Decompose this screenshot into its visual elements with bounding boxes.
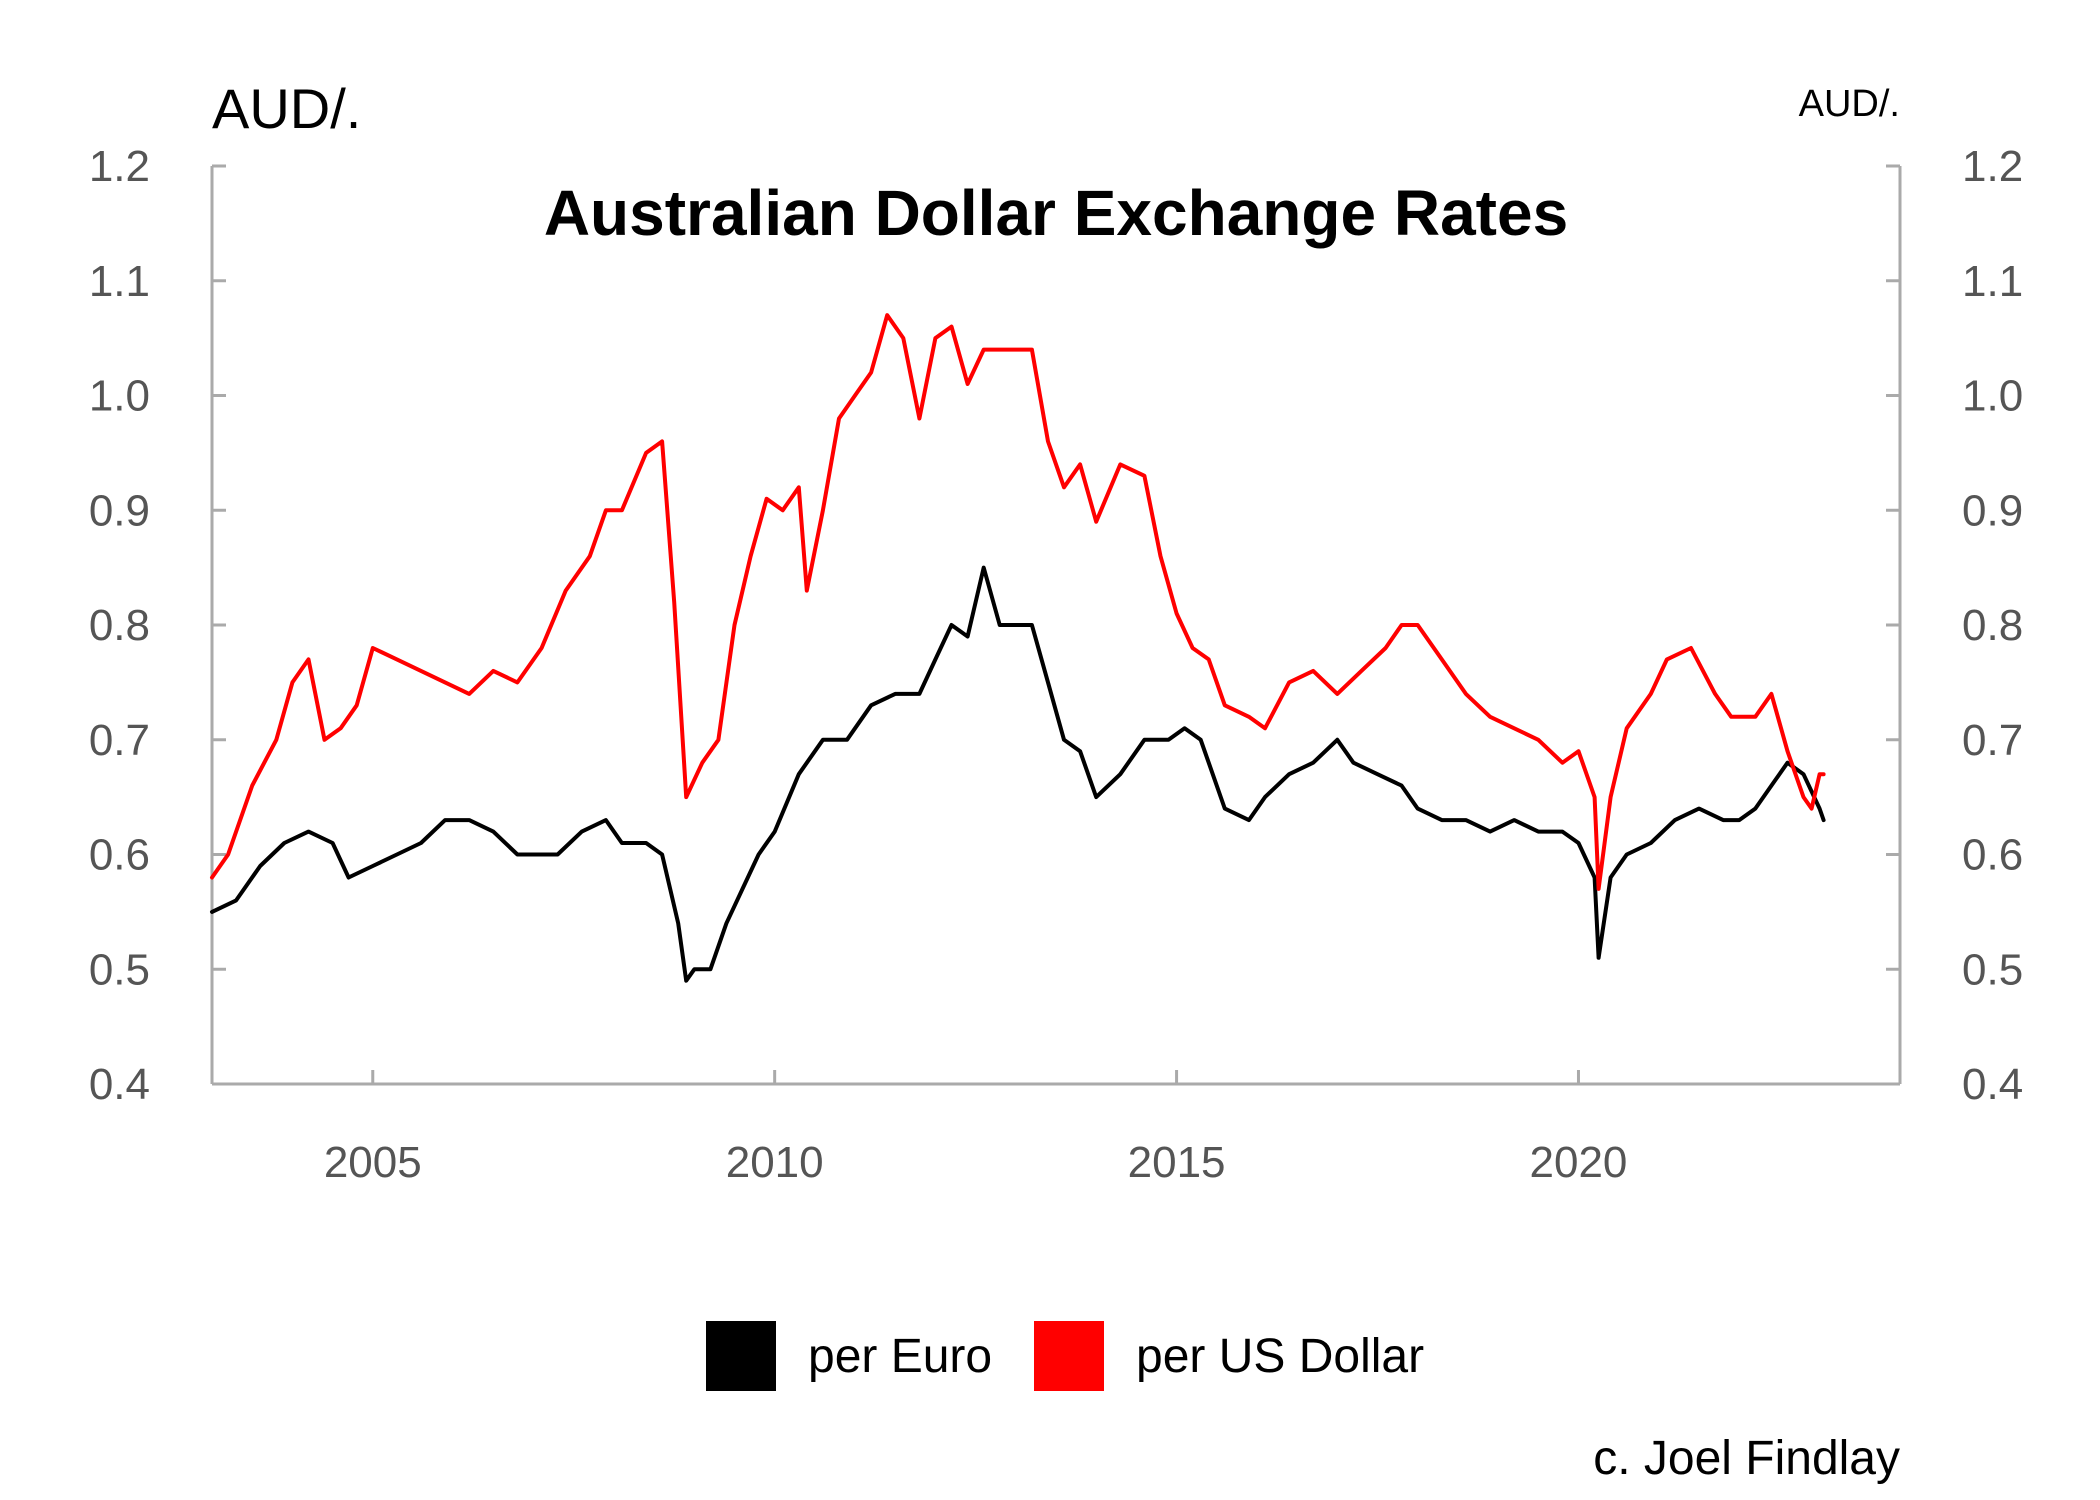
- x-ticks: 2005 2010 2015 2020: [324, 1070, 1628, 1187]
- y-tick-label-left-1-0: 1.0: [89, 372, 150, 421]
- y-tick-label-right-0-9: 0.9: [1962, 486, 2023, 535]
- legend-label-per-euro: per Euro: [808, 1330, 992, 1383]
- y-tick-label-right-0-7: 0.7: [1962, 716, 2023, 765]
- legend-swatch-per-euro: [706, 1321, 776, 1391]
- y-tick-label-right-0-6: 0.6: [1962, 831, 2023, 880]
- chart-title: Australian Dollar Exchange Rates: [544, 177, 1568, 249]
- x-tick-label-2005: 2005: [324, 1138, 422, 1187]
- x-tick-label-2010: 2010: [726, 1138, 824, 1187]
- y-tick-label-left-0-9: 0.9: [89, 486, 150, 535]
- series-layer: [210, 313, 1826, 983]
- y-tick-label-right-1-1: 1.1: [1962, 257, 2023, 306]
- x-tick-label-2015: 2015: [1128, 1138, 1226, 1187]
- y-tick-label-left-0-4: 0.4: [89, 1060, 150, 1109]
- legend: per Euro per US Dollar: [706, 1321, 1424, 1391]
- y-tick-label-left-0-8: 0.8: [89, 601, 150, 650]
- y-ticks-left: 0.4 0.5 0.6 0.7 0.8 0.9 1.0 1.1 1.2: [89, 142, 226, 1109]
- y-ticks-right: 0.4 0.5 0.6 0.7 0.8 0.9 1.0 1.1 1.2: [1886, 142, 2023, 1109]
- y-tick-label-right-1-0: 1.0: [1962, 372, 2023, 421]
- y-tick-label-left-1-1: 1.1: [89, 257, 150, 306]
- legend-swatch-per-us-dollar: [1034, 1321, 1104, 1391]
- y-tick-label-right-0-4: 0.4: [1962, 1060, 2023, 1109]
- series-line-per-euro: [210, 565, 1826, 983]
- y-tick-label-right-1-2: 1.2: [1962, 142, 2023, 191]
- axes: [210, 166, 1902, 1086]
- y-tick-label-right-0-5: 0.5: [1962, 945, 2023, 994]
- y-tick-label-left-0-6: 0.6: [89, 831, 150, 880]
- y-axis-unit-left: AUD/.: [212, 77, 361, 140]
- y-tick-label-left-0-5: 0.5: [89, 945, 150, 994]
- y-tick-label-right-0-8: 0.8: [1962, 601, 2023, 650]
- credit: c. Joel Findlay: [1593, 1432, 1900, 1485]
- series-line-per-us-dollar: [210, 313, 1826, 891]
- x-tick-label-2020: 2020: [1530, 1138, 1628, 1187]
- y-axis-unit-right: AUD/.: [1799, 83, 1900, 125]
- y-tick-label-left-1-2: 1.2: [89, 142, 150, 191]
- y-tick-label-left-0-7: 0.7: [89, 716, 150, 765]
- legend-label-per-us-dollar: per US Dollar: [1136, 1330, 1424, 1383]
